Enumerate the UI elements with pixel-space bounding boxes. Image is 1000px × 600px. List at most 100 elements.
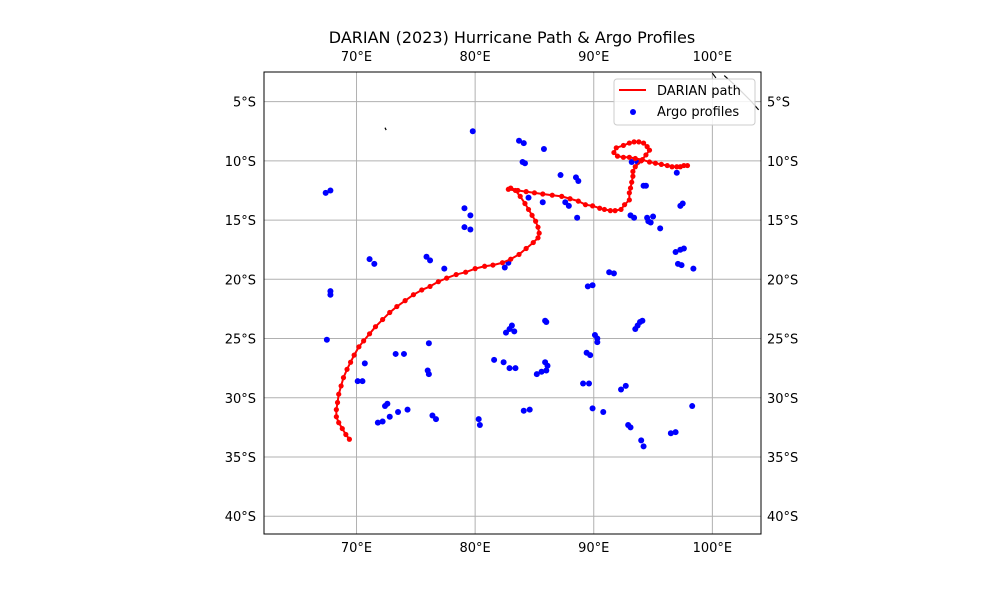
darian-path-point <box>361 338 367 344</box>
y-tick-label-left: 5°S <box>233 96 256 111</box>
argo-point <box>374 419 381 426</box>
argo-point <box>354 378 361 385</box>
y-tick-label-right: 40°S <box>767 510 798 525</box>
argo-point <box>672 429 679 436</box>
argo-point <box>526 406 533 413</box>
argo-point <box>690 265 697 272</box>
x-tick-label-bottom: 90°E <box>578 541 609 556</box>
darian-path-point <box>516 251 522 258</box>
darian-path-point <box>340 375 347 381</box>
darian-path-point <box>535 235 541 241</box>
argo-point <box>667 430 674 437</box>
argo-point <box>521 160 528 167</box>
x-tick-label-top: 80°E <box>460 50 491 65</box>
darian-path-point <box>472 266 478 272</box>
darian-path-point <box>531 190 538 196</box>
darian-path-point <box>525 206 532 213</box>
argo-point <box>680 245 687 252</box>
argo-point <box>639 317 646 324</box>
y-tick-label-left: 20°S <box>225 273 256 288</box>
argo-point <box>557 172 564 179</box>
argo-point <box>565 202 572 209</box>
y-tick-label-right: 30°S <box>767 392 798 407</box>
legend-label-darian-path: DARIAN path <box>657 84 741 99</box>
grid <box>264 72 761 534</box>
darian-path-point <box>333 407 339 413</box>
argo-point <box>520 140 527 147</box>
darian-path-point <box>380 316 386 323</box>
darian-path-point <box>508 256 514 262</box>
argo-point <box>322 189 329 196</box>
axis-ticks: 70°E 70°E 80°E 80°E 90°E 90°E 100°E 100°E 5°S 5°S… <box>225 50 799 556</box>
darian-path-point <box>482 263 488 269</box>
argo-point <box>543 367 550 374</box>
argo-point <box>638 437 645 444</box>
darian-path-point <box>589 203 596 209</box>
darian-path-point <box>607 208 613 214</box>
darian-path-point <box>334 399 341 406</box>
argo-point <box>594 339 601 346</box>
argo-point <box>525 194 532 201</box>
argo-point <box>475 416 482 423</box>
darian-path-point <box>626 190 632 196</box>
darian-path-point <box>646 147 653 153</box>
y-tick-label-left: 25°S <box>225 333 256 348</box>
darian-path-point <box>611 149 617 156</box>
argo-point <box>441 265 448 272</box>
darian-path-point <box>627 185 634 191</box>
darian-path-point <box>677 164 683 170</box>
argo-point <box>371 260 378 267</box>
darian-path-point <box>652 160 659 166</box>
y-tick-label-left: 35°S <box>225 451 256 466</box>
argo-point <box>539 199 546 206</box>
darian-path-point <box>630 173 636 179</box>
darian-path-point <box>536 230 542 236</box>
argo-point <box>381 403 388 410</box>
darian-path-point <box>620 142 627 149</box>
argo-point <box>366 256 373 263</box>
darian-path-point <box>575 198 581 204</box>
darian-path-point <box>621 202 628 208</box>
y-tick-label-right: 25°S <box>767 333 798 348</box>
x-tick-label-bottom: 70°E <box>341 541 372 556</box>
darian-path-point <box>523 189 529 195</box>
darian-path-point <box>427 283 433 290</box>
argo-point <box>323 336 330 343</box>
y-tick-label-right: 15°S <box>767 214 798 229</box>
argo-point <box>467 226 474 233</box>
argo-point <box>469 128 476 135</box>
darian-path-point <box>533 218 539 224</box>
darian-path-point <box>618 206 624 213</box>
argo-point <box>673 169 680 176</box>
plot-frame <box>263 71 762 535</box>
argo-point <box>386 413 393 420</box>
darian-path-point <box>530 239 536 246</box>
darian-path-point <box>597 205 603 211</box>
darian-path-point <box>499 260 506 266</box>
argo-point <box>427 257 434 264</box>
argo-point <box>584 283 591 290</box>
argo-point <box>379 418 386 425</box>
argo-point <box>511 328 518 335</box>
darian-path-point <box>356 344 362 350</box>
coastline-small-island <box>384 127 387 131</box>
darian-path-point <box>529 212 535 218</box>
darian-path-point <box>410 292 417 298</box>
argo-point <box>467 212 474 219</box>
argo-point <box>650 213 657 220</box>
darian-path-point <box>658 161 664 167</box>
argo-point <box>516 137 523 144</box>
argo-point <box>461 205 468 212</box>
x-tick-label-top: 70°E <box>341 50 372 65</box>
darian-path-point <box>567 196 573 202</box>
darian-path <box>333 139 691 442</box>
chart-title: DARIAN (2023) Hurricane Path & Argo Prof… <box>329 28 695 47</box>
darian-path-point <box>523 245 529 252</box>
darian-path-point <box>620 154 627 160</box>
darian-path-point <box>344 366 350 372</box>
argo-point <box>461 224 468 231</box>
argo-point <box>610 270 617 277</box>
x-tick-label-top: 100°E <box>693 50 733 65</box>
argo-point <box>361 360 368 367</box>
darian-path-point <box>640 140 647 146</box>
